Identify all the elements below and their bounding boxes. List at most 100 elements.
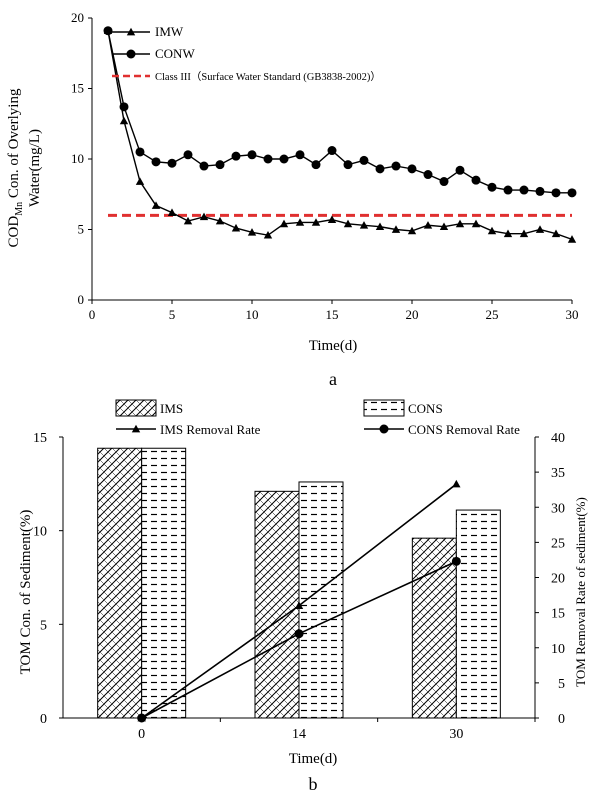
chart-a-series-conw-point [231,151,241,161]
chart-b-line-ims-rate-point [452,479,461,488]
chart-b-legend-cons-rate-marker [379,424,389,434]
chart-a-y-axis-label-line2: Water(mg/L) [27,129,43,207]
chart-b-lines [137,479,461,723]
chart-b-x-tick-label: 0 [138,727,145,742]
chart-b-panel-label: b [309,774,318,794]
chart-a-series-conw-point [503,185,513,195]
chart-a-series-imw-point [359,221,369,229]
chart-a-series-conw-point [279,154,289,164]
chart-a-series-imw-point [311,218,321,226]
chart-a-legend-conw-label: CONW [155,46,195,61]
chart-a-series-imw-point [327,215,337,223]
chart-a-x-tick-label: 20 [406,307,419,322]
chart-b-y2-tick-label: 35 [551,466,565,481]
chart-b-y-axis-label: TOM Con. of Sediment(%) [18,510,34,675]
chart-b-legend-ims-label: IMS [160,401,183,416]
chart-a-series-conw-point [423,170,433,180]
chart-a-series-conw-point [167,158,177,168]
chart-b-x-axis-label: Time(d) [289,751,338,767]
chart-b-bar-cons [455,509,501,719]
chart-a-series-conw-point [295,150,305,160]
chart-a-series-imw-point [519,229,529,238]
chart-b-y-tick-label: 10 [33,525,47,540]
chart-b-bar-ims [97,447,143,719]
chart-a-series-imw-point [487,226,497,235]
chart-a-x-tick-label: 0 [89,307,96,322]
chart-b-legend-ims-rate-label: IMS Removal Rate [160,422,261,437]
chart-b-y2-tick-label: 25 [551,536,565,551]
chart-b-y2-tick-label: 0 [558,712,565,727]
chart-a-series-conw-point [199,161,209,171]
chart-b-y-tick-label: 15 [33,431,47,446]
chart-a-series-imw-point [199,212,209,221]
chart-a-series-conw-point [471,175,481,185]
chart-a-series-conw-point [567,188,577,198]
chart-a-series-imw-point [263,230,273,239]
chart-a-series-conw-point [135,147,145,157]
chart-b-y-tick-label: 0 [40,712,47,727]
chart-b-line-cons-rate-point [294,629,304,639]
chart-b-ticks: 0 5 10 15 0 5 10 15 20 25 30 35 40 0 14 30 [33,431,565,742]
chart-a-y-tick-label: 20 [71,10,84,25]
chart-b-y2-tick-label: 20 [551,572,565,587]
chart-a-series-imw-point [183,216,193,225]
chart-a-legend-class3-label: Class III（Surface Water Standard (GB3838… [155,71,381,83]
chart-a-series-conw-point [327,146,337,156]
chart-b-legend: IMS CONS IMS Removal Rate CONS Removal R… [115,399,520,437]
chart-b-y2-tick-label: 5 [558,677,565,692]
chart-b-legend-cons-label: CONS [408,401,443,416]
chart-a-series-conw-point [407,164,417,174]
chart-a-series-imw-point [231,223,241,232]
chart-b-legend-cons-rate-label: CONS Removal Rate [408,422,520,437]
chart-a-y-tick-label: 0 [78,292,85,307]
chart-a-series-conw-point [535,186,545,196]
chart-a-y-tick-label: 10 [71,151,84,166]
chart-a-panel-label: a [329,369,337,389]
chart-a-series-imw-point [135,177,145,185]
chart-a-y-axis-label: CODMn Con. of Overlying Water(mg/L) [6,88,43,247]
chart-a-ticks: 0 5 10 15 20 25 30 0 5 10 15 20 [71,10,579,322]
chart-b-y2-axis-label: TOM Removal Rate of sediment(%) [573,497,588,687]
chart-a-series-conw-point [375,164,385,174]
chart-a-y-axis-label-line1: CODMn Con. of Overlying [6,88,25,247]
chart-a-series-conw-point [439,177,449,187]
chart-a-series-imw-point [151,201,161,209]
chart-a-series-conw-point [487,182,497,192]
chart-a-series-imw-point [551,229,561,238]
chart-b-x-tick-label: 14 [292,727,306,742]
chart-b-y-tick-label: 5 [40,618,47,633]
chart-b-x-tick-label: 30 [449,727,463,742]
chart-a-x-tick-label: 25 [486,307,499,322]
chart-a: 0 5 10 15 20 25 30 0 5 10 15 20 IMW CONW Class III（… [6,10,579,389]
chart-a-series-imw-point [295,218,305,226]
chart-a-legend-conw-marker [126,49,136,59]
chart-b-bar-cons [141,447,187,719]
chart-b-line-cons-rate-point [137,713,147,723]
chart-a-x-axis-label: Time(d) [309,338,358,354]
chart-b-y2-tick-label: 10 [551,642,565,657]
chart-b-legend-ims-swatch [115,399,157,417]
chart-b: 0 5 10 15 0 5 10 15 20 25 30 35 40 0 14 30 IMS CONS IMS… [18,399,588,794]
chart-a-series-imw-point [167,208,177,216]
chart-a-series-conw-point [247,150,257,160]
chart-a-series-imw-point [247,228,257,236]
chart-a-legend-imw-marker [126,27,136,36]
chart-b-bar-ims [411,537,457,719]
chart-a-series-imw-point [391,225,401,233]
chart-a-legend: IMW CONW Class III（Surface Water Standar… [112,24,381,83]
chart-a-series-imw-point [535,225,545,233]
chart-b-bar-ims [254,490,300,719]
chart-a-x-tick-label: 5 [169,307,176,322]
chart-a-series-imw-point [423,221,433,229]
chart-b-y2-tick-label: 40 [551,431,565,446]
chart-a-series-conw-point [215,160,225,170]
chart-b-bars [97,447,501,719]
chart-a-series-conw-point [119,102,129,112]
chart-a-series-conw-point [263,154,273,164]
chart-b-line-ims-rate-point [294,601,304,609]
chart-a-series-conw-point [103,26,113,36]
chart-a-series-conw-point [183,150,193,160]
chart-a-series-imw-point [407,226,417,235]
chart-a-series-conw-point [551,188,561,198]
chart-a-x-tick-label: 30 [566,307,579,322]
